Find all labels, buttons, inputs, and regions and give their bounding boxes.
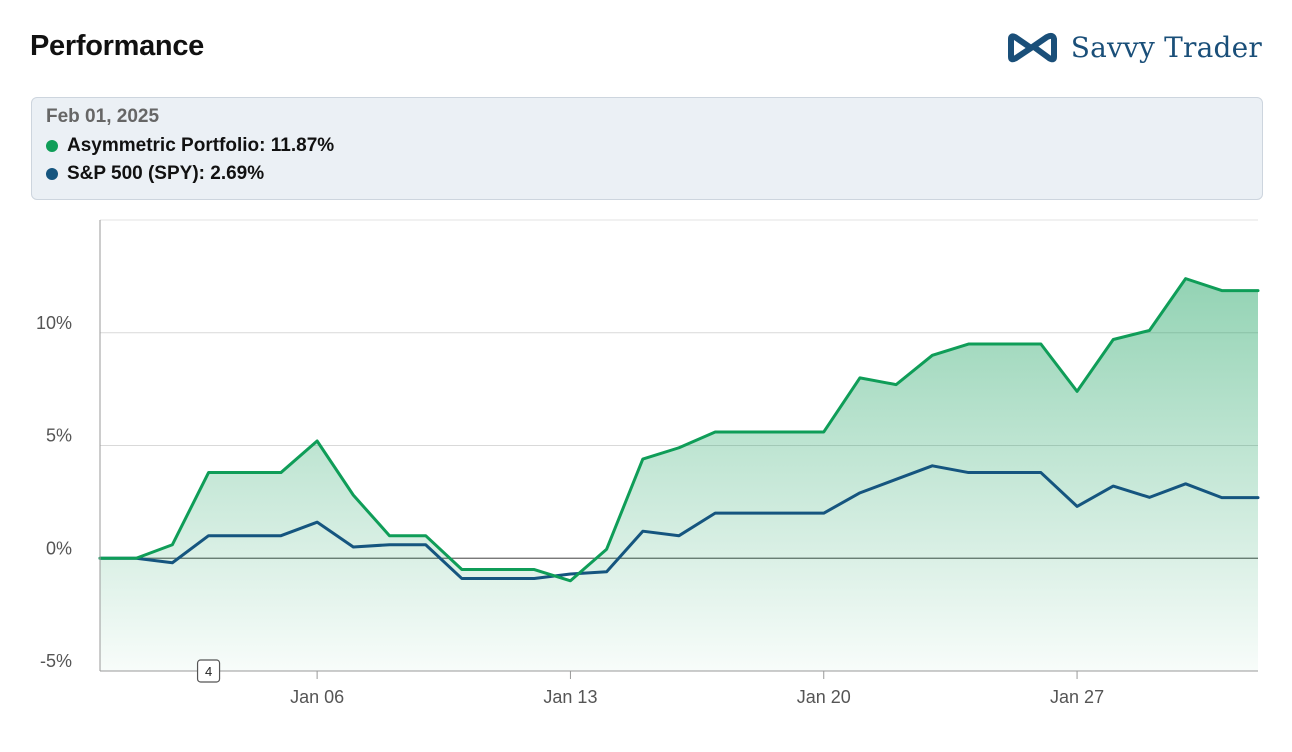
page-title: Performance bbox=[30, 30, 204, 62]
tooltip-portfolio-label: Asymmetric Portfolio bbox=[67, 135, 271, 157]
y-tick-label: 0% bbox=[46, 538, 72, 558]
x-tick-label: Jan 27 bbox=[1050, 687, 1104, 707]
marker-badge[interactable]: 4 bbox=[196, 659, 221, 683]
marker-badge-label: 4 bbox=[205, 664, 212, 679]
y-tick-label: 10% bbox=[36, 313, 72, 333]
portfolio-dot-icon bbox=[46, 140, 58, 152]
y-tick-label: -5% bbox=[40, 651, 72, 671]
x-tick-label: Jan 13 bbox=[543, 687, 597, 707]
brand-name: Savvy Trader bbox=[1070, 30, 1262, 64]
portfolio-area bbox=[100, 278, 1258, 671]
tooltip-row-portfolio: Asymmetric Portfolio 11.87% bbox=[46, 135, 1248, 157]
x-tick-label: Jan 20 bbox=[797, 687, 851, 707]
marker-badge-box bbox=[196, 659, 221, 683]
spy-line[interactable] bbox=[98, 464, 1260, 581]
tooltip-spy-label: S&P 500 (SPY) bbox=[67, 163, 210, 185]
y-tick-label: 5% bbox=[46, 426, 72, 446]
tooltip-date: Feb 01, 2025 bbox=[46, 106, 160, 127]
brand[interactable]: Savvy Trader bbox=[1007, 30, 1262, 64]
chart-tooltip: Feb 01, 2025 Asymmetric Portfolio 11.87%… bbox=[31, 97, 1263, 200]
x-tick-label: Jan 06 bbox=[290, 687, 344, 707]
spy-dot-icon bbox=[46, 168, 58, 180]
tooltip-row-spy: S&P 500 (SPY) 2.69% bbox=[46, 163, 1248, 185]
portfolio-line[interactable] bbox=[98, 277, 1260, 583]
tooltip-spy-value: 2.69% bbox=[210, 163, 265, 184]
tooltip-portfolio-value: 11.87% bbox=[270, 135, 335, 156]
savvy-trader-logo-icon bbox=[1007, 32, 1057, 63]
